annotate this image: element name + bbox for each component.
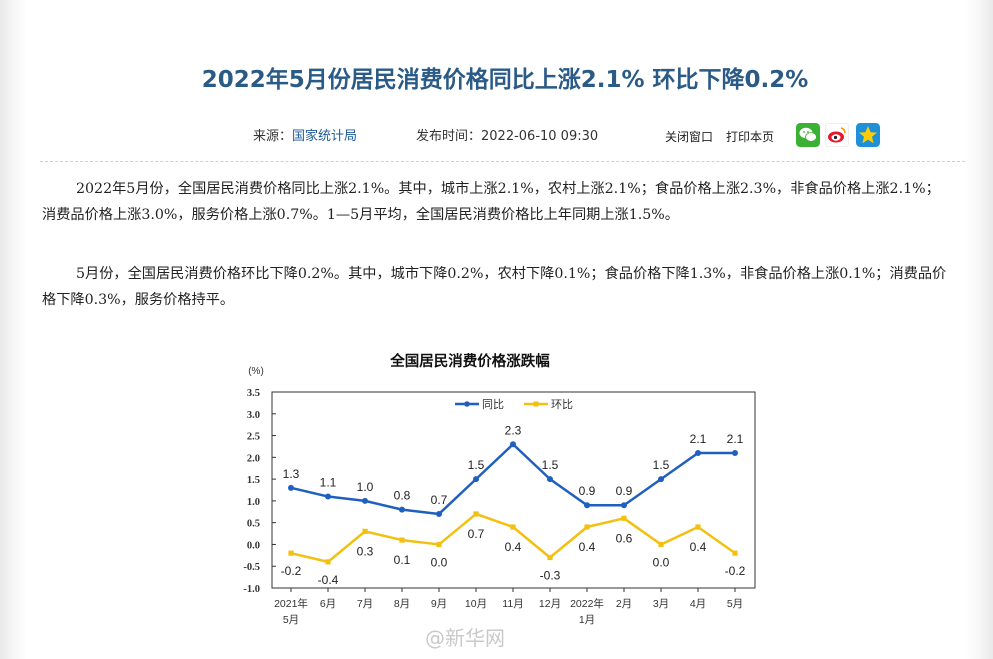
data-point-yoy — [732, 449, 738, 456]
x-tick-label: 10月 — [465, 598, 487, 610]
data-point-mom — [325, 559, 331, 565]
print-page-button[interactable]: 打印本页 — [726, 130, 775, 144]
y-tick-label: 2.5 — [247, 432, 260, 443]
data-label-yoy: 0.9 — [579, 484, 596, 498]
data-label-yoy: 1.5 — [468, 458, 485, 472]
legend-label-1: 环比 — [551, 398, 573, 411]
data-label-mom: -0.4 — [318, 573, 339, 587]
source-line: 来源：国家统计局 — [253, 125, 357, 144]
y-tick-label: 3.0 — [247, 410, 260, 421]
data-point-yoy — [658, 476, 664, 483]
legend-marker-0 — [464, 401, 470, 407]
data-label-yoy: 0.8 — [394, 489, 411, 503]
source-link[interactable]: 国家统计局 — [292, 129, 358, 144]
x-tick-label: 4月 — [690, 598, 706, 610]
data-label-yoy: 1.0 — [357, 480, 374, 494]
y-tick-label: 0.0 — [247, 540, 260, 551]
data-point-mom — [547, 554, 553, 561]
y-axis-unit: (%) — [248, 366, 264, 377]
y-tick-label: -1.0 — [243, 584, 260, 595]
publish-time: 发布时间：2022-06-10 09:30 — [416, 129, 599, 144]
source-label: 来源： — [253, 129, 293, 144]
data-label-yoy: 1.3 — [283, 467, 300, 481]
article-title: 2022年5月份居民消费价格同比上涨2.1% 环比下降0.2% — [201, 67, 809, 93]
data-label-mom: 0.0 — [653, 555, 670, 569]
weibo-share-icon[interactable] — [825, 123, 849, 147]
data-label-mom: -0.3 — [540, 569, 561, 583]
data-point-mom — [732, 550, 738, 556]
data-point-yoy — [473, 476, 479, 483]
paragraph-yoy: 2022年5月份，全国居民消费价格同比上涨2.1%。其中，城市上涨2.1%，农村… — [42, 181, 940, 223]
data-point-mom — [288, 550, 294, 556]
plot-frame — [271, 391, 756, 589]
data-label-yoy: 1.5 — [653, 458, 670, 472]
data-label-yoy: 1.5 — [542, 458, 559, 472]
data-point-mom — [362, 528, 368, 534]
data-point-mom — [473, 511, 479, 517]
data-label-mom: 0.4 — [505, 540, 522, 554]
data-point-yoy — [436, 510, 442, 517]
data-label-mom: -0.2 — [725, 564, 746, 578]
data-point-yoy — [584, 502, 590, 509]
x-tick-label: 2022年 — [570, 597, 604, 610]
data-point-mom — [658, 541, 664, 548]
data-label-mom: 0.3 — [357, 544, 374, 558]
watermark: @新华网 — [425, 626, 505, 650]
x-tick-label: 1月 — [579, 614, 595, 626]
data-point-yoy — [288, 484, 294, 491]
y-tick-label: 1.5 — [247, 475, 260, 486]
x-tick-label: 11月 — [502, 598, 523, 610]
legend-label-0: 同比 — [482, 398, 504, 411]
chart-title: 全国居民消费价格涨跌幅 — [390, 354, 550, 370]
legend-marker-1 — [533, 401, 539, 407]
y-tick-label: 3.5 — [247, 388, 260, 399]
data-label-mom: 0.6 — [616, 531, 633, 545]
data-label-mom: 0.4 — [690, 540, 707, 554]
data-point-mom — [695, 524, 701, 530]
data-point-yoy — [547, 476, 553, 483]
x-tick-label: 5月 — [727, 598, 743, 610]
x-tick-label: 7月 — [357, 598, 373, 610]
data-label-mom: 0.1 — [394, 553, 411, 567]
data-point-mom — [436, 541, 442, 548]
close-window-button[interactable]: 关闭窗口 — [665, 130, 714, 144]
data-point-mom — [584, 524, 590, 530]
data-point-yoy — [695, 449, 701, 456]
y-tick-label: 0.5 — [247, 519, 260, 530]
data-point-mom — [510, 524, 516, 530]
header-divider — [40, 161, 965, 162]
data-label-mom: -0.2 — [281, 564, 302, 578]
x-tick-label: 3月 — [653, 598, 669, 610]
x-tick-label: 8月 — [394, 598, 410, 610]
wechat-share-icon[interactable] — [796, 123, 820, 147]
data-point-yoy — [510, 441, 516, 448]
y-tick-label: -0.5 — [243, 562, 260, 573]
data-point-yoy — [325, 493, 331, 500]
data-point-mom — [399, 537, 405, 543]
data-point-mom — [621, 515, 627, 521]
data-label-yoy: 0.7 — [431, 493, 448, 507]
cpi-line-chart: (%) 3.5 3.0 2.5 2.0 1.5 1.0 0.5 0.0 -0.5 -1.0 2021年… — [243, 366, 756, 626]
data-label-yoy: 2.1 — [727, 432, 744, 446]
x-tick-label: 12月 — [539, 598, 561, 610]
data-label-yoy: 2.3 — [505, 423, 522, 437]
y-tick-label: 1.0 — [247, 497, 260, 508]
data-label-mom: 0.0 — [431, 555, 448, 569]
x-tick-label: 6月 — [320, 598, 336, 610]
x-tick-label: 5月 — [283, 614, 299, 626]
qzone-share-icon[interactable] — [856, 123, 880, 147]
data-label-mom: 0.7 — [468, 527, 485, 541]
x-tick-label: 2月 — [616, 598, 632, 610]
y-tick-label: 2.0 — [247, 453, 260, 464]
data-label-yoy: 2.1 — [690, 432, 707, 446]
paragraph-mom: 5月份，全国居民消费价格环比下降0.2%。其中，城市下降0.2%，农村下降0.1… — [42, 266, 947, 308]
data-label-mom: 0.4 — [579, 540, 596, 554]
data-label-yoy: 0.9 — [616, 484, 633, 498]
data-point-yoy — [399, 506, 405, 513]
data-label-yoy: 1.1 — [320, 476, 337, 490]
data-point-yoy — [362, 497, 368, 504]
x-tick-label: 9月 — [431, 598, 447, 610]
data-point-yoy — [621, 502, 627, 509]
x-tick-label: 2021年 — [274, 597, 308, 610]
